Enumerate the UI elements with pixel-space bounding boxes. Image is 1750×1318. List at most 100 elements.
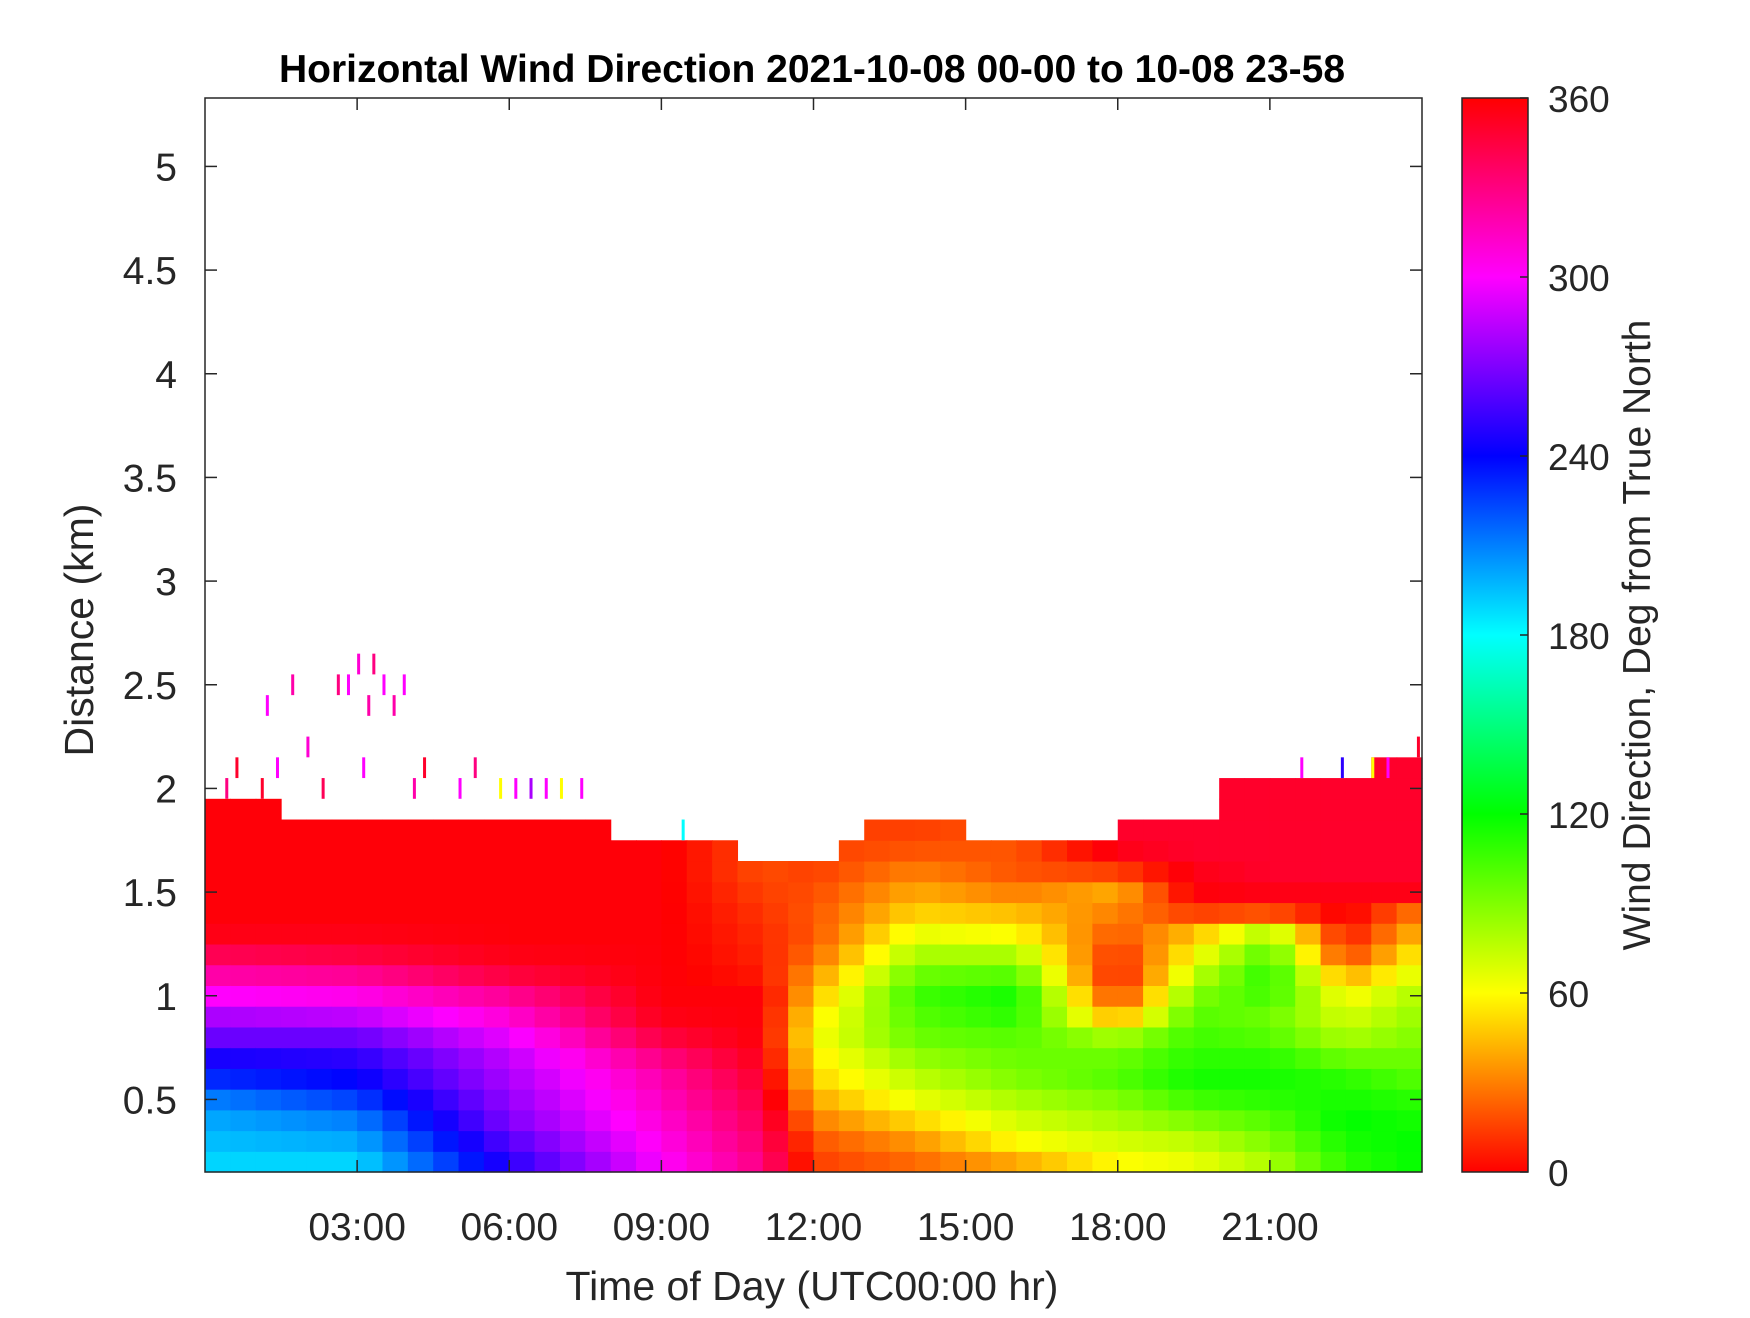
heatmap-cell <box>1345 861 1372 883</box>
heatmap-cell <box>534 923 561 945</box>
heatmap-cell <box>1168 1089 1195 1111</box>
heatmap-cell <box>838 861 865 883</box>
heatmap-cell <box>255 1089 282 1111</box>
heatmap-cell <box>357 1130 384 1152</box>
heatmap-cell <box>813 1006 840 1028</box>
heatmap-cell <box>712 1047 739 1069</box>
heatmap-cell <box>686 1068 713 1090</box>
heatmap-cell <box>281 923 308 945</box>
heatmap-cell <box>990 1109 1017 1132</box>
heatmap-cell <box>737 1068 764 1090</box>
heatmap-cell <box>458 1047 485 1069</box>
heatmap-cell <box>230 902 257 924</box>
heatmap-cell <box>458 819 485 841</box>
heatmap-cell <box>407 1068 434 1090</box>
heatmap-cell <box>331 943 358 966</box>
heatmap-cell <box>864 964 891 986</box>
heatmap-cell <box>712 1089 739 1111</box>
heatmap-cell <box>1345 778 1372 800</box>
heatmap-cell <box>813 1089 840 1111</box>
heatmap-cell <box>1219 798 1246 821</box>
heatmap-cell <box>686 1006 713 1028</box>
heatmap-cell <box>1371 1026 1398 1049</box>
heatmap-cell <box>990 943 1017 966</box>
heatmap-cell <box>610 1109 637 1132</box>
heatmap-cell <box>1396 819 1423 841</box>
heatmap-cell <box>1016 1068 1043 1090</box>
sparse-data-mark <box>402 674 406 696</box>
heatmap-cell <box>914 964 941 986</box>
heatmap-cell <box>433 840 460 862</box>
heatmap-cell <box>331 819 358 841</box>
heatmap-cell <box>382 985 409 1007</box>
heatmap-cell <box>813 861 840 883</box>
heatmap-cell <box>1269 1089 1296 1111</box>
heatmap-cell <box>255 840 282 862</box>
heatmap-cell <box>306 1130 333 1152</box>
heatmap-cell <box>914 1089 941 1111</box>
heatmap-cell <box>965 1130 992 1152</box>
heatmap-cell <box>534 1047 561 1069</box>
heatmap-cell <box>1168 1109 1195 1132</box>
heatmap-cell <box>483 819 510 841</box>
heatmap-cell <box>1219 985 1246 1007</box>
heatmap-cell <box>534 1006 561 1028</box>
heatmap-cell <box>940 819 967 841</box>
heatmap-cell <box>737 923 764 945</box>
heatmap-cell <box>661 943 688 966</box>
heatmap-cell <box>1143 1068 1170 1090</box>
heatmap-cell <box>940 1109 967 1132</box>
heatmap-cell <box>813 1109 840 1132</box>
heatmap-cell <box>281 943 308 966</box>
heatmap-cell <box>1041 902 1068 924</box>
sparse-data-mark <box>367 695 371 716</box>
sparse-data-mark <box>291 674 295 696</box>
heatmap-cell <box>1320 1109 1347 1132</box>
heatmap-cell <box>1193 985 1220 1007</box>
sparse-data-mark <box>392 695 396 716</box>
heatmap-cell <box>1092 1130 1119 1152</box>
heatmap-cell <box>534 943 561 966</box>
heatmap-cell <box>762 881 789 904</box>
heatmap-cell <box>661 985 688 1007</box>
heatmap-cell <box>1016 1047 1043 1069</box>
heatmap-cell <box>433 819 460 841</box>
heatmap-cell <box>990 964 1017 986</box>
heatmap-cell <box>1117 1130 1144 1152</box>
heatmap-cell <box>534 1109 561 1132</box>
heatmap-cell <box>838 1047 865 1069</box>
heatmap-cell <box>686 943 713 966</box>
heatmap-cell <box>1295 798 1322 821</box>
heatmap-cell <box>1143 985 1170 1007</box>
y-tick-label: 0.5 <box>123 1079 177 1122</box>
heatmap-cell <box>1067 1006 1093 1028</box>
heatmap-cell <box>433 1006 460 1028</box>
heatmap-cell <box>306 840 333 862</box>
heatmap-cell <box>610 943 637 966</box>
heatmap-cell <box>230 985 257 1007</box>
colorbar-tick-label: 60 <box>1548 974 1589 1015</box>
heatmap-cell <box>509 1089 536 1111</box>
heatmap-cell <box>661 1068 688 1090</box>
heatmap-cell <box>559 881 586 904</box>
heatmap-cell <box>838 1151 865 1173</box>
heatmap-cell <box>737 1130 764 1152</box>
heatmap-cell <box>1371 778 1398 800</box>
heatmap-cell <box>433 1068 460 1090</box>
heatmap-cell <box>1244 1026 1271 1049</box>
heatmap-cell <box>1396 923 1423 945</box>
heatmap-cell <box>1041 985 1068 1007</box>
heatmap-cell <box>205 819 231 841</box>
heatmap-cell <box>205 881 231 904</box>
heatmap-cell <box>1117 1109 1144 1132</box>
heatmap-cell <box>230 1026 257 1049</box>
heatmap-cell <box>914 819 941 841</box>
heatmap-cell <box>382 1068 409 1090</box>
heatmap-cell <box>509 902 536 924</box>
heatmap-cell <box>1193 840 1220 862</box>
heatmap-cell <box>940 923 967 945</box>
heatmap-cell <box>636 881 662 904</box>
heatmap-cell <box>382 1151 409 1173</box>
heatmap-cell <box>1269 943 1296 966</box>
heatmap-cell <box>483 1047 510 1069</box>
